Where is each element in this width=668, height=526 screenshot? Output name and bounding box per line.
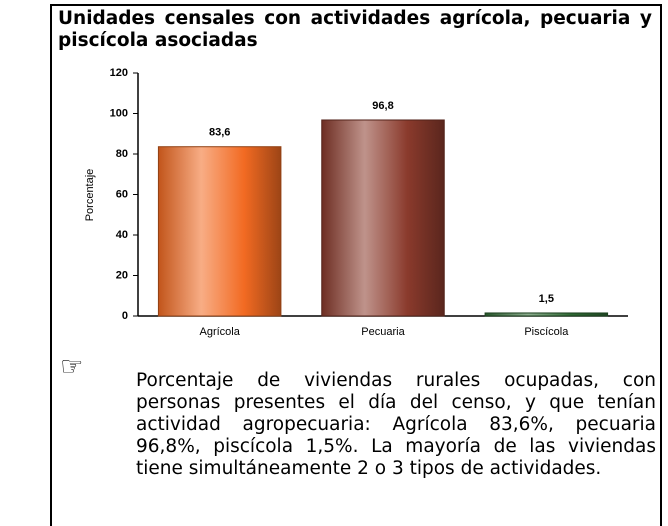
- frame: [50, 4, 662, 526]
- y-tick-label: 120: [110, 67, 128, 79]
- x-tick-label: Piscícola: [524, 326, 569, 338]
- y-tick-label: 100: [110, 107, 128, 119]
- y-tick-label: 20: [116, 269, 128, 281]
- chart-title: Unidades censales con actividades agríco…: [58, 8, 652, 51]
- x-tick-label: Pecuaria: [361, 326, 405, 338]
- value-label: 96,8: [372, 100, 393, 112]
- value-label: 1,5: [539, 293, 554, 305]
- y-tick-label: 0: [122, 310, 128, 322]
- bar: [484, 312, 609, 317]
- bullet-icon: ☞: [60, 352, 84, 382]
- bar: [321, 119, 445, 317]
- y-tick-label: 60: [116, 188, 128, 200]
- x-tick-label: Agrícola: [199, 326, 240, 338]
- y-tick-label: 40: [116, 229, 128, 241]
- value-label: 83,6: [209, 127, 230, 139]
- page: Unidades censales con actividades agríco…: [50, 4, 662, 526]
- y-axis-label: Porcentaje: [84, 169, 96, 222]
- chart: Porcentaje 0 20 40 60 80 100 120 Agrícola 83,6 Pe…: [84, 67, 628, 338]
- note-text: Porcentaje de viviendas rurales ocupadas…: [136, 370, 656, 479]
- bar: [157, 146, 282, 317]
- y-tick-label: 80: [116, 148, 128, 160]
